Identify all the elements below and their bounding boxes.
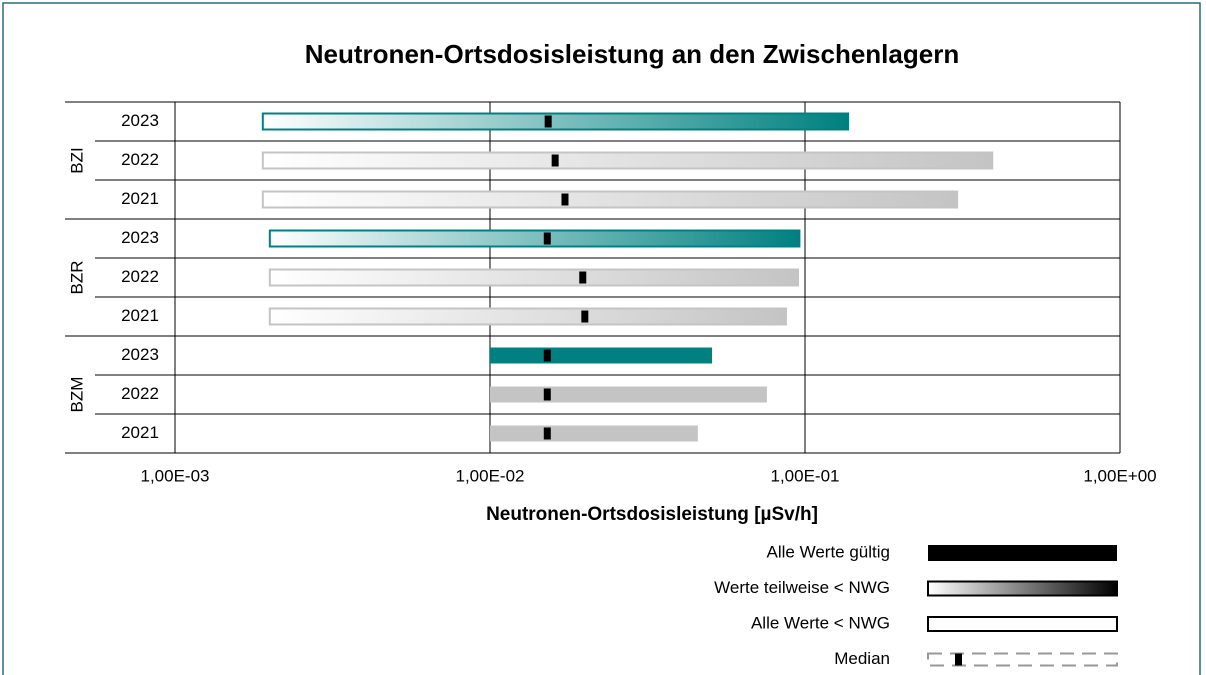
row-label: 2023 [121, 345, 159, 364]
legend-swatch [927, 616, 1118, 632]
range-bar [268, 268, 799, 287]
legend-label: Werte teilweise < NWG [714, 578, 890, 597]
median-marker [543, 427, 551, 440]
median-marker [581, 310, 589, 323]
legend-swatch [927, 580, 1118, 597]
group-label: BZM [67, 377, 86, 413]
row-label: 2023 [121, 111, 159, 130]
legend-label: Median [834, 649, 890, 668]
legend-label: Alle Werte gültig [767, 542, 890, 561]
range-bar [490, 347, 713, 364]
range-bar [268, 307, 787, 326]
row-label: 2021 [121, 189, 159, 208]
median-marker [579, 271, 587, 284]
range-bar [261, 112, 850, 131]
chart-title: Neutronen-Ortsdosisleistung an den Zwisc… [305, 39, 959, 69]
x-tick-label: 1,00E-02 [456, 466, 525, 485]
legend-swatch [928, 545, 1117, 561]
median-marker [543, 388, 551, 401]
median-marker [543, 349, 551, 362]
range-bar [490, 425, 698, 442]
x-tick-label: 1,00E+00 [1083, 466, 1156, 485]
row-label: 2022 [121, 150, 159, 169]
legend-median [955, 653, 962, 666]
range-bar [490, 386, 767, 403]
x-tick-label: 1,00E-03 [141, 466, 210, 485]
median-marker [551, 154, 559, 167]
median-marker [561, 193, 569, 206]
range-bar [268, 229, 801, 248]
row-label: 2021 [121, 306, 159, 325]
median-marker [543, 232, 551, 245]
legend-label: Alle Werte < NWG [751, 613, 890, 632]
group-label: BZR [67, 261, 86, 295]
row-label: 2023 [121, 228, 159, 247]
group-label: BZI [67, 147, 86, 173]
row-label: 2021 [121, 423, 159, 442]
x-axis-label: Neutronen-Ortsdosisleistung [µSv/h] [486, 504, 818, 525]
range-bar [261, 190, 959, 209]
row-label: 2022 [121, 384, 159, 403]
x-tick-label: 1,00E-01 [771, 466, 840, 485]
range-bar [261, 151, 994, 170]
row-label: 2022 [121, 267, 159, 286]
median-marker [544, 115, 552, 128]
legend-swatch [927, 652, 1118, 667]
